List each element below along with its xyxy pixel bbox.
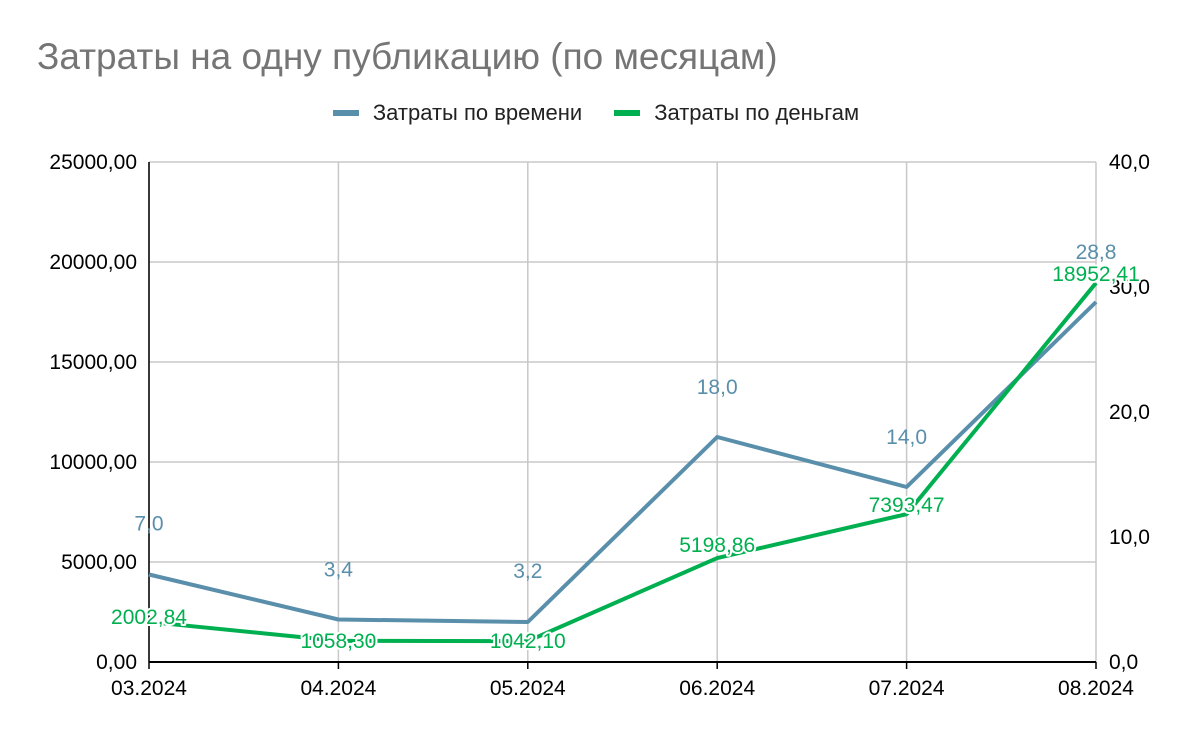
- legend-item-time: Затраты по времени: [332, 100, 583, 126]
- legend-item-money: Затраты по деньгам: [614, 100, 859, 126]
- data-label-time: 18,0: [697, 376, 738, 399]
- data-label-money: 18952,41: [1052, 263, 1140, 286]
- y-left-tick-label: 20000,00: [49, 251, 137, 274]
- x-tick-label: 08.2024: [1058, 677, 1134, 700]
- legend-label-time: Затраты по времени: [372, 100, 583, 125]
- x-tick-label: 07.2024: [869, 677, 945, 700]
- y-left-tick-label: 25000,00: [49, 151, 137, 174]
- x-tick-label: 03.2024: [111, 677, 187, 700]
- y-left-tick-label: 0,00: [96, 651, 137, 674]
- x-tick-label: 06.2024: [679, 677, 755, 700]
- legend-label-money: Затраты по деньгам: [654, 100, 860, 125]
- data-label-money: 2002,84: [111, 606, 187, 629]
- y-right-tick-label: 10,0: [1109, 526, 1150, 549]
- y-right-tick-label: 30,0: [1109, 276, 1150, 299]
- legend-swatch-money: [614, 110, 641, 116]
- y-left-tick-label: 10000,00: [49, 451, 137, 474]
- data-label-money: 1042,10: [490, 630, 566, 653]
- x-tick-label: 04.2024: [300, 677, 376, 700]
- x-tick-label: 05.2024: [490, 677, 566, 700]
- data-label-money: 5198,86: [679, 534, 755, 557]
- data-label-time: 3,2: [513, 560, 542, 583]
- legend-swatch-time: [332, 110, 359, 116]
- y-left-tick-label: 5000,00: [61, 551, 137, 574]
- data-label-money: 7393,47: [869, 494, 945, 517]
- y-left-tick-label: 15000,00: [49, 351, 137, 374]
- data-label-time: 3,4: [324, 559, 354, 582]
- y-right-tick-label: 20,0: [1109, 401, 1150, 424]
- y-right-tick-label: 40,0: [1109, 151, 1150, 174]
- y-right-tick-label: 0,0: [1109, 651, 1138, 674]
- data-label-time: 7,0: [134, 513, 163, 536]
- data-label-time: 28,8: [1076, 241, 1117, 264]
- data-label-money: 1058,30: [300, 630, 376, 653]
- data-label-time: 14,0: [886, 426, 927, 449]
- series-line-money: [148, 281, 1098, 644]
- series-line-time: [148, 300, 1098, 624]
- chart-title: Затраты на одну публикацию (по месяцам): [37, 36, 778, 77]
- chart-legend: Затраты по времени Затраты по деньгам: [0, 99, 1192, 127]
